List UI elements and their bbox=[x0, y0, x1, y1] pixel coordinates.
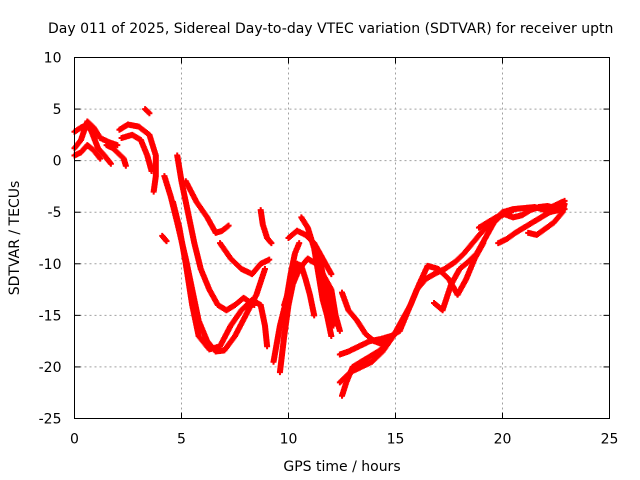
y-tick-label: -20 bbox=[39, 360, 62, 376]
plot-frame bbox=[74, 57, 610, 419]
series-sat-m bbox=[217, 240, 273, 278]
x-tick-label: 5 bbox=[177, 432, 186, 448]
series-sat-s bbox=[281, 260, 318, 319]
y-tick-label: -5 bbox=[48, 205, 62, 221]
x-tick-label: 25 bbox=[601, 432, 619, 448]
data-marks bbox=[71, 106, 568, 399]
series-sat-ab bbox=[475, 197, 568, 231]
x-axis-label: GPS time / hours bbox=[283, 459, 400, 475]
x-tick-label: 10 bbox=[280, 432, 298, 448]
x-tick-label: 20 bbox=[494, 432, 512, 448]
y-tick-label: 10 bbox=[44, 51, 62, 67]
series-sat-t bbox=[313, 250, 337, 329]
series-sat-n bbox=[257, 207, 275, 247]
series-sat-aa bbox=[525, 200, 568, 238]
series-sat-l bbox=[182, 178, 232, 236]
y-tick-label: -15 bbox=[39, 308, 62, 324]
y-tick-label: -25 bbox=[39, 412, 62, 428]
series-sat-d bbox=[116, 121, 159, 195]
series-sat-k bbox=[174, 152, 258, 314]
series-sat-j bbox=[169, 198, 271, 353]
x-tick-label: 15 bbox=[387, 432, 405, 448]
x-tick-label: 0 bbox=[70, 432, 79, 448]
grid-layer bbox=[74, 57, 610, 419]
series-sat-x bbox=[336, 240, 487, 386]
y-tick-label: 0 bbox=[53, 154, 62, 170]
series-sat-g bbox=[103, 142, 129, 169]
chart-title: Day 011 of 2025, Sidereal Day-to-day VTE… bbox=[48, 21, 613, 37]
series-sat-z bbox=[495, 206, 568, 247]
series-sat-e bbox=[118, 131, 155, 174]
series-sat-f bbox=[142, 106, 153, 117]
tick-layer: 0 5 10 15 20 25 -25 -20 -15 -10 -5 0 5 10 bbox=[39, 51, 619, 448]
series-sat-h bbox=[159, 232, 170, 245]
y-tick-label: -10 bbox=[39, 257, 62, 273]
y-axis-label: SDTVAR / TECUs bbox=[7, 181, 23, 296]
y-tick-label: 5 bbox=[53, 102, 62, 118]
